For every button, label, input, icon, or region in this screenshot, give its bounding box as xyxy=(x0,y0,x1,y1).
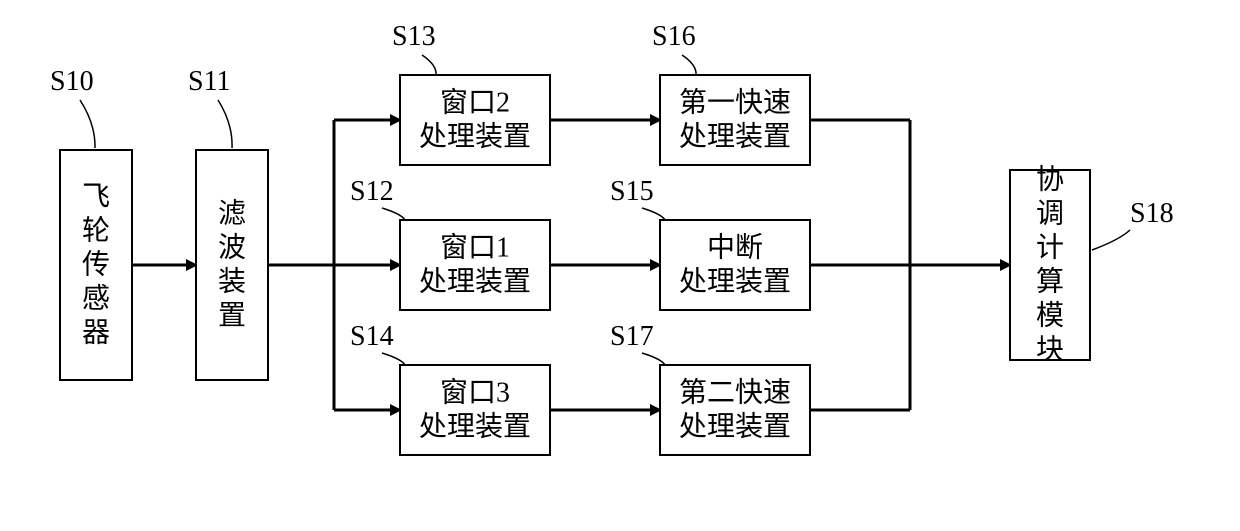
label-s13: S13 xyxy=(392,21,436,52)
label-s15-leader xyxy=(642,208,665,220)
node-s11: 滤波装置 xyxy=(196,150,268,380)
node-s18-text-line-0: 协 xyxy=(1036,164,1064,196)
label-s16-leader xyxy=(682,55,696,75)
node-s14-text-line-0: 窗口3 xyxy=(440,377,510,409)
label-s17: S17 xyxy=(610,321,654,352)
node-s15-text-line-1: 处理装置 xyxy=(679,266,791,298)
node-s18-text-line-3: 算 xyxy=(1036,266,1064,298)
node-s13-text-line-1: 处理装置 xyxy=(419,121,531,153)
label-s17-leader xyxy=(642,353,665,365)
node-s18-text-line-2: 计 xyxy=(1036,232,1064,264)
label-s10: S10 xyxy=(50,66,94,97)
node-s13: 窗口2处理装置 xyxy=(400,75,550,165)
label-s12: S12 xyxy=(350,176,394,207)
label-s14-leader xyxy=(382,353,405,365)
node-s18: 协调计算模块 xyxy=(1010,164,1090,366)
label-s12-leader xyxy=(382,208,405,220)
node-s16-text-line-1: 处理装置 xyxy=(679,121,791,153)
node-s12-text-line-1: 处理装置 xyxy=(419,266,531,298)
label-s13-leader xyxy=(422,55,436,75)
label-s14: S14 xyxy=(350,321,394,352)
node-s11-box xyxy=(196,150,268,380)
node-s14-text-line-1: 处理装置 xyxy=(419,411,531,443)
node-s11-text-line-0: 滤 xyxy=(218,198,246,230)
label-s11-leader xyxy=(218,100,232,148)
node-s15: 中断处理装置 xyxy=(660,220,810,310)
node-s17-text-line-1: 处理装置 xyxy=(679,411,791,443)
label-s18-leader xyxy=(1092,230,1130,250)
node-s11-text-line-1: 波 xyxy=(218,232,246,264)
node-s16: 第一快速处理装置 xyxy=(660,75,810,165)
node-s13-text-line-0: 窗口2 xyxy=(440,87,510,119)
label-s10-leader xyxy=(80,100,95,148)
node-s17: 第二快速处理装置 xyxy=(660,365,810,455)
node-s10-text-line-3: 感 xyxy=(82,283,110,315)
node-s10-text-line-4: 器 xyxy=(82,318,110,349)
label-s16: S16 xyxy=(652,21,696,52)
node-s12-text-line-0: 窗口1 xyxy=(440,232,510,264)
node-s10-text-line-0: 飞 xyxy=(82,182,110,213)
node-s10-text-line-1: 轮 xyxy=(82,215,110,247)
node-s17-text-line-0: 第二快速 xyxy=(679,377,791,409)
node-s18-text-line-4: 模 xyxy=(1036,300,1064,332)
node-s16-text-line-0: 第一快速 xyxy=(679,87,791,119)
node-s10-text-line-2: 传 xyxy=(82,249,110,281)
node-s10: 飞轮传感器 xyxy=(60,150,132,380)
label-s15: S15 xyxy=(610,176,654,207)
node-s11-text-line-2: 装 xyxy=(218,266,246,298)
node-s11-text-line-3: 置 xyxy=(218,301,246,332)
node-s12: 窗口1处理装置 xyxy=(400,220,550,310)
node-s18-text-line-5: 块 xyxy=(1036,335,1064,366)
node-s18-text-line-1: 调 xyxy=(1036,199,1064,230)
node-s15-text-line-0: 中断 xyxy=(707,232,763,264)
label-s11: S11 xyxy=(188,66,231,97)
node-s14: 窗口3处理装置 xyxy=(400,365,550,455)
label-s18: S18 xyxy=(1130,198,1174,229)
